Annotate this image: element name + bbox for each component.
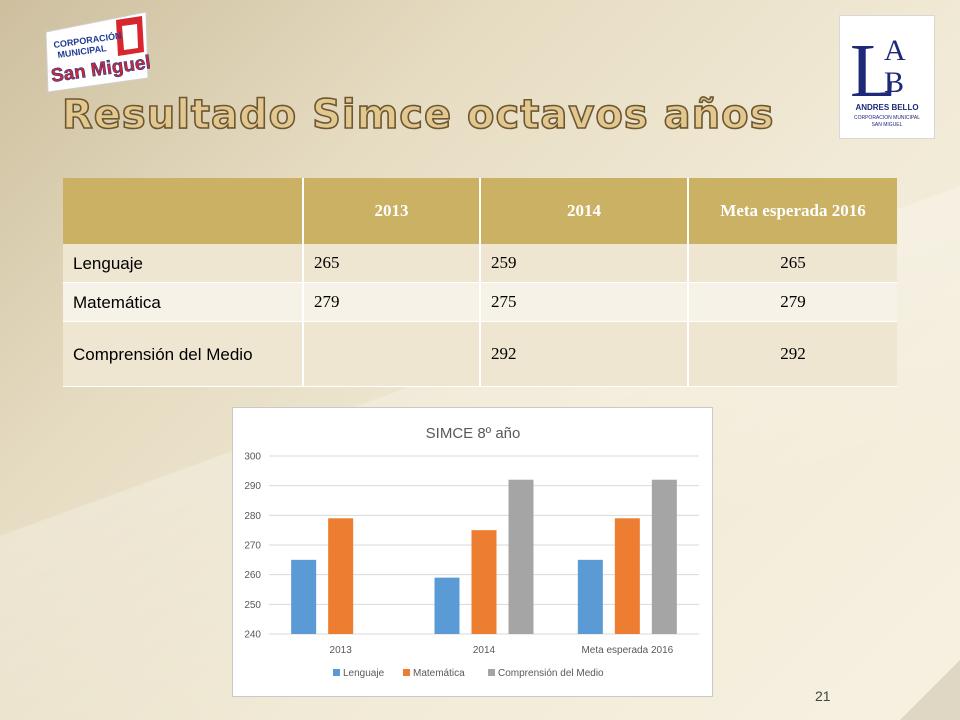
table-row: Lenguaje 265 259 265 [63,244,897,283]
simce-bar-chart: SIMCE 8º año 240 250 260 270 280 290 300 2013 20… [232,407,713,697]
bar [651,479,677,634]
table-cell: 275 [479,282,688,322]
y-tick-label: 240 [244,630,261,641]
table-cell: 292 [687,321,897,387]
table-cell: 265 [302,244,480,283]
row-label: Matemática [63,282,303,322]
logo-sub1: CORPORACION MUNICIPAL [854,115,920,121]
bar [577,559,603,634]
table-header-empty [63,178,303,244]
table-cell [302,321,480,387]
table-cell: 279 [687,282,897,322]
legend-swatch [488,669,495,676]
x-tick-label: Meta esperada 2016 [581,645,673,656]
legend-swatch [333,669,340,676]
bar [328,518,354,634]
y-tick-label: 290 [244,481,261,492]
y-tick-label: 260 [244,570,261,581]
legend-swatch [403,669,410,676]
table-header-meta: Meta esperada 2016 [687,178,897,244]
corporacion-logo: CORPORACIÓN MUNICIPAL San Miguel [44,11,152,94]
y-tick-label: 300 [244,452,261,463]
table-header-row: 2013 2014 Meta esperada 2016 [63,178,897,244]
bar [508,479,534,634]
table-header-2014: 2014 [479,178,688,244]
andres-bello-logo: L A B ANDRES BELLO CORPORACION MUNICIPAL… [839,15,935,139]
slide-title: Resultado Simce octavos años [61,91,775,139]
y-tick-label: 270 [244,541,261,552]
chart-title: SIMCE 8º año [426,425,521,442]
table-header-2013: 2013 [302,178,480,244]
table-cell: 259 [479,244,688,283]
x-tick-label: 2014 [473,645,496,656]
table-cell: 292 [479,321,688,387]
bar [291,559,317,634]
row-label: Lenguaje [63,244,303,283]
y-tick-label: 280 [244,511,261,522]
legend-label: Matemática [413,668,465,679]
y-tick-label: 250 [244,600,261,611]
logo-sub2: SAN MIGUEL [872,122,903,128]
legend-label: Comprensión del Medio [498,668,604,679]
row-label: Comprensión del Medio [63,321,303,387]
logo-letter-l: L [850,29,896,113]
logo-name: ANDRES BELLO [855,103,918,112]
bar [434,577,460,634]
results-table: 2013 2014 Meta esperada 2016 Lenguaje 26… [63,178,897,387]
legend-label: Lenguaje [343,668,385,679]
bar [614,518,640,634]
logo-letter-b: B [884,66,904,99]
bar [471,530,497,634]
table-cell: 279 [302,282,480,322]
page-number: 21 [815,688,831,704]
table-row: Matemática 279 275 279 [63,282,897,322]
logo-letter-a: A [884,34,906,67]
chart-svg: SIMCE 8º año 240 250 260 270 280 290 300 2013 20… [244,425,699,679]
table-cell: 265 [687,244,897,283]
x-tick-label: 2013 [330,645,353,656]
table-row: Comprensión del Medio 292 292 [63,321,897,387]
corner-fold [900,660,960,720]
